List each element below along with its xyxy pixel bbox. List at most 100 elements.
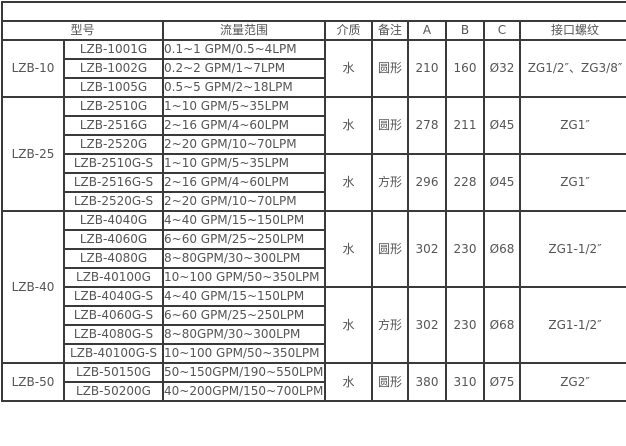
flow-range-cell: 0.2~2 GPM/1~7LPM: [162, 58, 326, 79]
medium-cell: 水: [324, 153, 373, 212]
thread-cell: ZG1/2″、ZG3/8″: [518, 39, 626, 98]
model-cell: LZB-2510G: [63, 96, 164, 117]
model-cell: LZB-4040G-S: [63, 286, 164, 307]
table-row: LZB-40 LZB-4040G 4~40 GPM/15~150LPM 水圆形 302 2…: [1, 210, 626, 364]
series-cell: LZB-40: [1, 210, 65, 364]
flow-range-cell: 4~40 GPM/15~150LPM: [162, 286, 326, 307]
dim-c-cell: Ø45: [483, 153, 521, 212]
thread-cell: ZG1-1/2″: [518, 210, 626, 288]
model-cell: LZB-40100G: [63, 267, 164, 288]
flow-range-cell: 4~40 GPM/15~150LPM: [162, 210, 326, 231]
model-cell: LZB-2520G-S: [63, 191, 164, 212]
dim-c-cell: Ø45: [483, 96, 521, 155]
dim-a-cell: 296: [407, 153, 447, 212]
model-cell: LZB-2516G: [63, 115, 164, 136]
flow-range-cell: 2~20 GPM/10~70LPM: [162, 134, 326, 155]
dim-c-cell: Ø68: [483, 286, 521, 364]
table-row: LZB-40100G-S 10~100 GPM/50~350LPM: [2, 343, 626, 364]
table-row: LZB-10 LZB-1001G 0.1~1 GPM/0.5~4LPM 水圆形 210 1…: [1, 39, 626, 98]
table-row: LZB-2510G-S 1~10 GPM/5~35LPM 水方形 296 228 Ø45 Z…: [2, 153, 626, 212]
series-cell: LZB-10: [1, 39, 65, 98]
table-row: LZB-4080G 8~80GPM/30~300LPM: [2, 248, 626, 269]
flow-range-cell: 8~80GPM/30~300LPM: [162, 324, 326, 345]
dim-b-cell: 310: [445, 362, 485, 402]
table-row: LZB-40100G 10~100 GPM/50~350LPM: [2, 267, 626, 288]
model-cell: LZB-1001G: [63, 39, 164, 60]
medium-cell: 水: [324, 362, 373, 402]
dim-b-cell: 228: [445, 153, 485, 212]
table-row: LZB-50 LZB-50150G 50~150GPM/190~550LPM 水圆形 3…: [1, 362, 626, 402]
thread-cell: ZG1″: [518, 153, 626, 212]
flow-range-cell: 0.5~5 GPM/2~18LPM: [162, 77, 326, 98]
flow-range-cell: 2~20 GPM/10~70LPM: [162, 191, 326, 212]
medium-cell: 水: [324, 286, 373, 364]
flow-range-cell: 6~60 GPM/25~250LPM: [162, 305, 326, 326]
flow-range-cell: 10~100 GPM/50~350LPM: [162, 343, 326, 364]
thread-cell: ZG1″: [518, 96, 626, 155]
flow-range-cell: 8~80GPM/30~300LPM: [162, 248, 326, 269]
header-a: A: [407, 20, 447, 41]
model-cell: LZB-2516G-S: [63, 172, 164, 193]
thread-cell: ZG1-1/2″: [518, 286, 626, 364]
model-cell: LZB-2520G: [63, 134, 164, 155]
remark-cell: 圆形: [371, 362, 409, 402]
remark-cell: 圆形: [371, 210, 409, 288]
series-cell: LZB-25: [1, 96, 65, 212]
empty-title-cell: [0, 1, 626, 22]
dim-a-cell: 302: [407, 286, 447, 364]
model-cell: LZB-50150G: [63, 362, 164, 383]
remark-cell: 方形: [371, 286, 409, 364]
header-c: C: [483, 20, 521, 41]
model-cell: LZB-4060G-S: [63, 305, 164, 326]
dim-a-cell: 380: [407, 362, 447, 402]
dim-c-cell: Ø75: [483, 362, 521, 402]
table-row: LZB-50200G 40~200GPM/150~700LPM: [2, 381, 626, 402]
table-row: LZB-2520G-S 2~20 GPM/10~70LPM: [2, 191, 626, 212]
table-row: LZB-1002G 0.2~2 GPM/1~7LPM: [2, 58, 626, 79]
flow-range-cell: 0.1~1 GPM/0.5~4LPM: [162, 39, 326, 60]
model-cell: LZB-4080G: [63, 248, 164, 269]
flowmeter-spec-table: 型号 流量范围 介质 备注 A B C 接口螺纹 LZB-10 LZB-1001G…: [0, 1, 626, 402]
model-cell: LZB-2510G-S: [63, 153, 164, 174]
table-row: LZB-25 LZB-2510G 1~10 GPM/5~35LPM 水圆形 278 211…: [1, 96, 626, 212]
dim-b-cell: 211: [445, 96, 485, 155]
medium-cell: 水: [324, 210, 373, 288]
flow-range-cell: 2~16 GPM/4~60LPM: [162, 172, 326, 193]
dim-a-cell: 302: [407, 210, 447, 288]
thread-cell: ZG2″: [518, 362, 626, 402]
header-model: 型号: [1, 20, 164, 41]
dim-b-cell: 230: [445, 210, 485, 288]
dim-a-cell: 278: [407, 96, 447, 155]
dim-b-cell: 230: [445, 286, 485, 364]
header-remark: 备注: [371, 20, 409, 41]
table-row: LZB-2516G 2~16 GPM/4~60LPM: [2, 115, 626, 136]
table-row: LZB-4080G-S 8~80GPM/30~300LPM: [2, 324, 626, 345]
model-cell: LZB-40100G-S: [63, 343, 164, 364]
table-row: LZB-4040G-S 4~40 GPM/15~150LPM 水方形 302 230 Ø6…: [2, 286, 626, 364]
remark-cell: 方形: [371, 153, 409, 212]
table-row: LZB-1005G 0.5~5 GPM/2~18LPM: [2, 77, 626, 98]
model-cell: LZB-1005G: [63, 77, 164, 98]
medium-cell: 水: [324, 96, 373, 155]
dim-a-cell: 210: [407, 39, 447, 98]
dim-c-cell: Ø68: [483, 210, 521, 288]
table-row: LZB-2520G 2~20 GPM/10~70LPM: [2, 134, 626, 155]
table-row: LZB-4060G-S 6~60 GPM/25~250LPM: [2, 305, 626, 326]
remark-cell: 圆形: [371, 39, 409, 98]
title-row: [0, 1, 626, 22]
model-cell: LZB-1002G: [63, 58, 164, 79]
header-b: B: [445, 20, 485, 41]
flow-range-cell: 1~10 GPM/5~35LPM: [162, 153, 326, 174]
table-row: LZB-2516G-S 2~16 GPM/4~60LPM: [2, 172, 626, 193]
model-cell: LZB-4080G-S: [63, 324, 164, 345]
flow-range-cell: 10~100 GPM/50~350LPM: [162, 267, 326, 288]
model-cell: LZB-4040G: [63, 210, 164, 231]
series-cell: LZB-50: [1, 362, 65, 402]
table-row: LZB-4060G 6~60 GPM/25~250LPM: [2, 229, 626, 250]
medium-cell: 水: [324, 39, 373, 98]
flow-range-cell: 6~60 GPM/25~250LPM: [162, 229, 326, 250]
flow-range-cell: 50~150GPM/190~550LPM: [162, 362, 326, 383]
flow-range-cell: 2~16 GPM/4~60LPM: [162, 115, 326, 136]
header-thread: 接口螺纹: [518, 20, 626, 41]
header-row: 型号 流量范围 介质 备注 A B C 接口螺纹: [1, 20, 626, 41]
